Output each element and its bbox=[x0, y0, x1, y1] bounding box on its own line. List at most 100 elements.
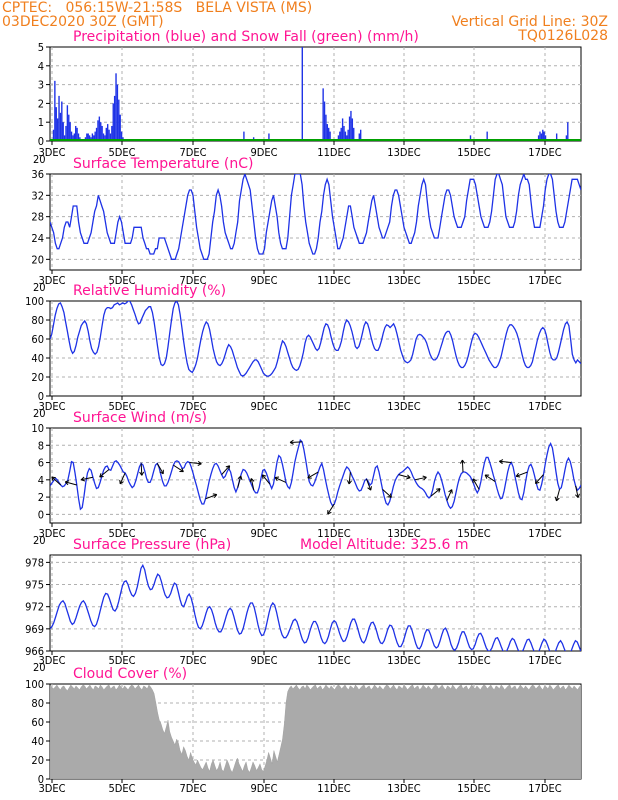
wind-arrow bbox=[205, 494, 217, 500]
wind-arrow-head bbox=[289, 439, 294, 445]
precip-bar bbox=[469, 135, 472, 141]
panel-cloud: 0 20 40 60 80 100 3DEC 5DEC 7DEC 9DEC 11DEC 13DEC 15… bbox=[25, 666, 582, 795]
y-tick-label: 32 bbox=[31, 189, 44, 202]
x-tick-label: 17DEC bbox=[528, 782, 561, 795]
precip-bar bbox=[544, 135, 547, 141]
grid-note-header: Vertical Grid Line: 30Z bbox=[451, 14, 608, 30]
precip-bar bbox=[543, 131, 545, 141]
wind-arrow bbox=[99, 469, 110, 478]
y-tick-label: 0 bbox=[38, 508, 44, 521]
y-tick-label: 975 bbox=[25, 579, 44, 592]
y-tick-label: 0 bbox=[38, 390, 44, 403]
wind-arrow bbox=[290, 441, 303, 443]
precip-bar bbox=[109, 133, 112, 141]
panel-temp: 20 24 28 32 36 3DEC 5DEC 7DEC 9DEC 11DEC 13DEC 15DE… bbox=[31, 156, 582, 294]
pres-series-line bbox=[50, 563, 581, 651]
panel-title: Cloud Cover (%) bbox=[73, 666, 187, 682]
wind-arrow-head bbox=[460, 459, 466, 464]
precip-bar bbox=[359, 129, 362, 141]
x-tick-label: 9DEC bbox=[250, 527, 277, 540]
y-tick-label: 6 bbox=[38, 457, 44, 470]
clipped-year-label: 20 bbox=[33, 407, 46, 420]
x-tick-label: 7DEC bbox=[179, 274, 206, 287]
model-code-header: TQ0126L028 bbox=[518, 28, 608, 44]
precip-bar bbox=[63, 135, 66, 141]
x-tick-label: 5DEC bbox=[108, 654, 135, 667]
wind-arrow bbox=[365, 478, 372, 491]
wind-arrow-head bbox=[472, 478, 477, 483]
panel-title: Surface Pressure (hPa) bbox=[73, 537, 231, 553]
panel-frame bbox=[49, 554, 582, 652]
wind-arrow bbox=[515, 471, 528, 477]
x-tick-label: 9DEC bbox=[250, 400, 277, 413]
rh-series-line bbox=[50, 301, 581, 377]
precip-bar bbox=[540, 133, 543, 141]
precip-bar bbox=[339, 131, 341, 141]
x-tick-label: 17DEC bbox=[528, 400, 561, 413]
y-tick-label: 2 bbox=[38, 97, 44, 110]
panel-title: Surface Wind (m/s) bbox=[73, 410, 207, 426]
wind-arrow-head bbox=[499, 459, 504, 465]
precip-bar bbox=[120, 131, 123, 141]
wind-arrow-head bbox=[197, 460, 202, 466]
wind-arrow bbox=[261, 474, 271, 485]
x-tick-label: 3DEC bbox=[38, 782, 65, 795]
wind-arrow-head bbox=[436, 488, 441, 493]
wind-arrow bbox=[555, 489, 561, 502]
wind-arrow bbox=[472, 478, 480, 490]
precip-bar bbox=[75, 125, 77, 141]
y-tick-label: 4 bbox=[38, 474, 44, 487]
panel-frame bbox=[49, 300, 582, 397]
precip-bar bbox=[326, 124, 329, 141]
y-tick-label: 0 bbox=[38, 773, 44, 786]
wind-series-line bbox=[50, 438, 581, 511]
wind-arrow bbox=[414, 476, 427, 481]
y-tick-label: 60 bbox=[31, 716, 44, 729]
y-tick-label: 10 bbox=[31, 422, 44, 435]
wind-arrow bbox=[461, 460, 464, 473]
cloud-cover-area bbox=[50, 684, 581, 779]
y-tick-label: 40 bbox=[31, 352, 44, 365]
x-tick-label: 5DEC bbox=[108, 527, 135, 540]
x-tick-label: 13DEC bbox=[387, 400, 420, 413]
clipped-year-label: 20 bbox=[33, 534, 46, 547]
y-tick-label: 20 bbox=[31, 754, 44, 767]
wind-arrow-head bbox=[307, 474, 312, 479]
precip-bar bbox=[341, 118, 344, 141]
panel-rh: 0 20 40 60 80 100 3DEC 5DEC 7DEC 9DEC 11DEC 13DEC 15… bbox=[25, 283, 582, 420]
wind-arrow-head bbox=[274, 476, 280, 482]
wind-arrow-head bbox=[99, 473, 104, 478]
x-tick-label: 3DEC bbox=[38, 400, 65, 413]
precip-bar bbox=[539, 131, 541, 141]
precip-bar bbox=[337, 135, 340, 141]
x-tick-label: 11DEC bbox=[317, 146, 350, 159]
precip-bar bbox=[105, 127, 107, 141]
clipped-year-label: 20 bbox=[33, 153, 46, 166]
precip-bar bbox=[108, 129, 110, 141]
wind-arrow bbox=[575, 485, 579, 498]
x-tick-label: 5DEC bbox=[108, 782, 135, 795]
wind-arrow-head bbox=[225, 465, 231, 470]
wind-arrow-head bbox=[261, 474, 267, 479]
x-tick-label: 3DEC bbox=[38, 527, 65, 540]
wind-arrow-head bbox=[212, 493, 218, 498]
wind-arrow bbox=[535, 474, 544, 484]
y-tick-label: 24 bbox=[31, 232, 44, 245]
precip-bar bbox=[350, 110, 352, 141]
precip-bar bbox=[243, 131, 245, 141]
wind-arrow-head bbox=[367, 486, 372, 491]
precip-bar bbox=[346, 135, 348, 141]
panel-title: Surface Temperature (nC) bbox=[73, 156, 254, 172]
precip-bar bbox=[56, 118, 59, 141]
y-tick-label: 60 bbox=[31, 333, 44, 346]
y-tick-label: 8 bbox=[38, 439, 44, 452]
wind-arrow-head bbox=[554, 496, 560, 502]
precip-bar bbox=[268, 133, 270, 141]
precip-bar bbox=[88, 135, 91, 141]
x-tick-label: 15DEC bbox=[457, 654, 490, 667]
station-header: CPTEC: 056:15W-21:58S BELA VISTA (MS) bbox=[2, 0, 313, 16]
precip-bar bbox=[58, 95, 60, 141]
y-tick-label: 1 bbox=[38, 116, 44, 129]
wind-arrow-head bbox=[448, 489, 453, 494]
